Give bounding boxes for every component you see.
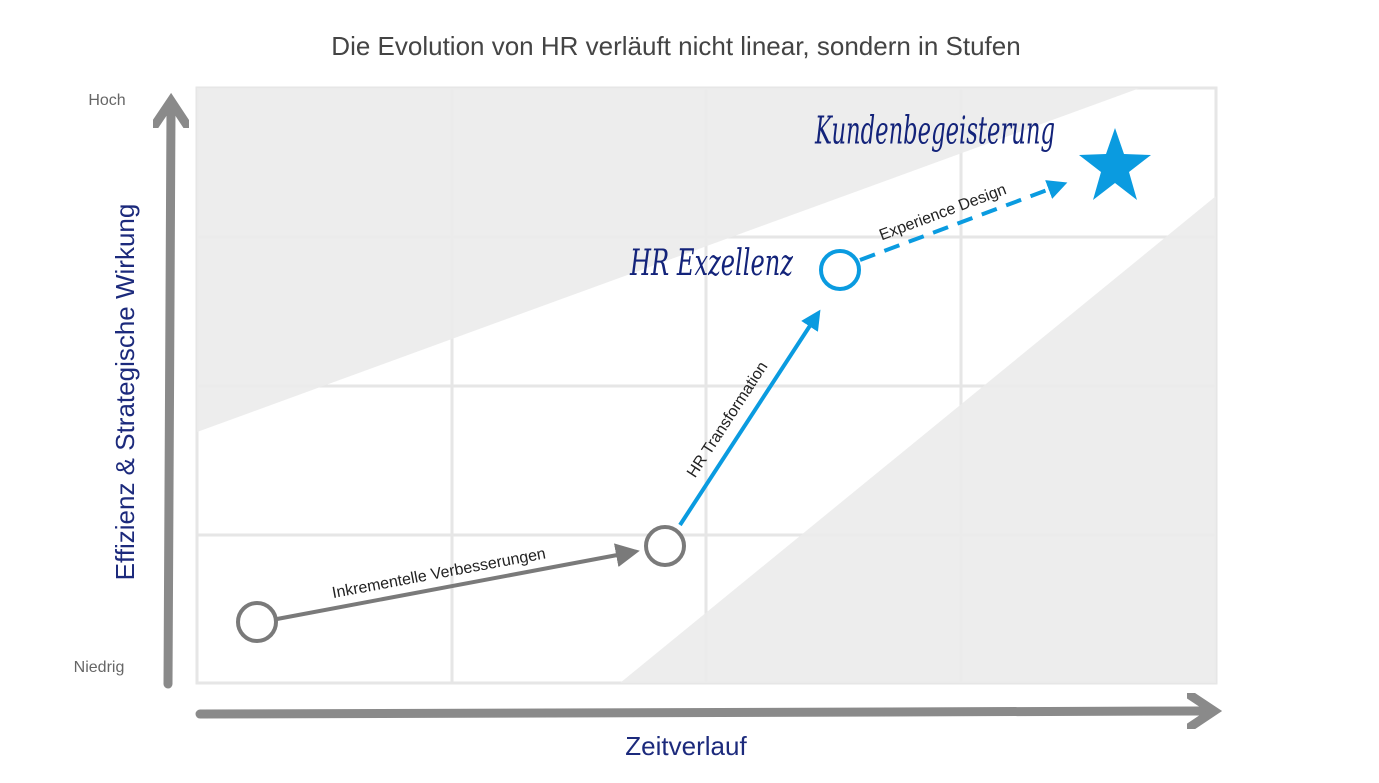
y-high: Hoch	[88, 92, 125, 109]
star	[1079, 128, 1151, 200]
y-axis	[168, 110, 171, 689]
arrow-experience	[859, 180, 1068, 262]
title: Die Evolution von HR verläuft nicht line…	[331, 31, 1020, 61]
arrow-transformation	[678, 309, 821, 527]
x-axis	[195, 711, 1205, 714]
y-axis-label: Effizienz & Strategische Wirkung	[110, 204, 140, 581]
shade-upper	[197, 88, 1140, 432]
stage-label: HR Exzellenz	[629, 243, 793, 284]
y-low: Niedrig	[74, 659, 125, 676]
node-mid	[644, 525, 686, 567]
transition-label: HR Transformation	[684, 359, 771, 481]
stage-label: Kundenbegeisterung	[814, 109, 1055, 153]
node-start	[236, 601, 278, 643]
x-axis-label: Zeitverlauf	[625, 731, 747, 761]
node-excellence	[819, 249, 861, 291]
shade-lower	[620, 196, 1216, 683]
arrow-incremental	[276, 543, 640, 621]
